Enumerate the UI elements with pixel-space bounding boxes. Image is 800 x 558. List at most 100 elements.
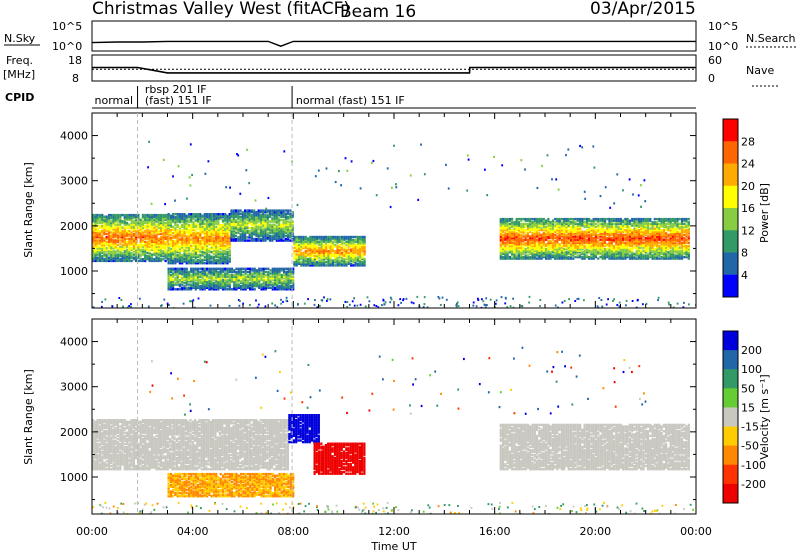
- power-pixel: [647, 235, 649, 237]
- power-pixel: [177, 224, 179, 226]
- power-pixel: [240, 209, 242, 211]
- power-pixel: [631, 218, 633, 220]
- power-pixel: [629, 220, 631, 222]
- power-pixel: [611, 237, 613, 239]
- power-pixel: [213, 256, 215, 258]
- power-pixel: [287, 216, 289, 218]
- power-pixel: [246, 230, 248, 232]
- power-pixel: [170, 237, 172, 239]
- power-pixel: [330, 245, 332, 247]
- power-pixel: [246, 209, 248, 211]
- power-pixel: [279, 268, 281, 270]
- power-pixel: [181, 268, 183, 270]
- power-pixel: [245, 276, 247, 278]
- power-pixel: [174, 268, 176, 270]
- power-pixel: [293, 256, 295, 258]
- power-pixel: [536, 243, 538, 245]
- power-pixel: [500, 243, 502, 245]
- power-pixel: [511, 218, 513, 220]
- power-pixel: [348, 236, 350, 238]
- power-pixel: [133, 257, 135, 259]
- power-pixel: [170, 215, 172, 217]
- power-pixel: [124, 214, 126, 216]
- power-pixel: [631, 229, 633, 231]
- power-pixel: [622, 234, 624, 236]
- power-pixel: [318, 236, 320, 238]
- power-pixel: [636, 257, 638, 259]
- power-pixel: [172, 272, 174, 274]
- power-pixel: [258, 209, 260, 211]
- power-pixel: [590, 220, 592, 222]
- power-pixel: [525, 248, 527, 250]
- power-pixel: [355, 255, 357, 257]
- power-pixel: [561, 245, 563, 247]
- power-pixel: [339, 236, 341, 238]
- power-pixel: [509, 223, 511, 225]
- power-pixel: [244, 220, 246, 222]
- power-pixel: [244, 209, 246, 211]
- power-pixel: [318, 247, 320, 249]
- power-pixel: [213, 237, 215, 239]
- power-pixel: [325, 264, 327, 266]
- power-pixel: [222, 274, 224, 276]
- freq-right-tick-bottom: 0: [708, 72, 715, 85]
- power-pixel: [188, 271, 190, 273]
- power-pixel: [103, 238, 105, 240]
- power-pixel: [538, 218, 540, 220]
- power-pixel: [561, 221, 563, 223]
- power-pixel: [520, 223, 522, 225]
- power-pixel: [314, 236, 316, 238]
- power-pixel: [525, 229, 527, 231]
- power-pixel: [613, 245, 615, 247]
- power-pixel: [202, 215, 204, 217]
- power-pixel: [106, 233, 108, 235]
- power-pixel: [240, 280, 242, 282]
- power-pixel: [195, 268, 197, 270]
- power-pixel: [235, 209, 237, 211]
- power-pixel: [240, 233, 242, 235]
- power-pixel: [525, 254, 527, 256]
- power-pixel: [504, 232, 506, 234]
- power-pixel: [165, 260, 167, 262]
- power-pixel: [117, 234, 119, 236]
- power-pixel: [638, 246, 640, 248]
- power-pixel: [242, 268, 244, 270]
- power-pixel: [588, 250, 590, 252]
- power-pixel: [99, 246, 101, 248]
- power-pixel: [265, 271, 267, 273]
- power-pixel: [271, 235, 273, 237]
- power-pixel: [110, 234, 112, 236]
- cpid-label: CPID: [5, 91, 34, 104]
- power-pixel: [355, 244, 357, 246]
- power-pixel: [179, 230, 181, 232]
- power-pixel: [177, 288, 179, 290]
- power-pixel: [179, 276, 181, 278]
- power-pixel: [101, 225, 103, 227]
- power-pixel: [332, 236, 334, 238]
- power-pixel: [195, 229, 197, 231]
- power-pixel: [536, 218, 538, 220]
- power-pixel: [162, 214, 164, 216]
- power-pixel: [579, 254, 581, 256]
- power-pixel: [527, 223, 529, 225]
- power-pixel: [597, 257, 599, 259]
- power-pixel: [97, 228, 99, 230]
- power-pixel: [572, 257, 574, 259]
- power-pixel: [527, 239, 529, 241]
- cpid-segment-label: normal: [95, 94, 134, 107]
- power-pixel: [115, 214, 117, 216]
- power-pixel: [267, 232, 269, 234]
- power-pixel: [208, 213, 210, 215]
- power-pixel: [140, 219, 142, 221]
- power-pixel: [518, 221, 520, 223]
- power-pixel: [101, 255, 103, 257]
- power-pixel: [229, 257, 231, 259]
- power-pixel: [202, 237, 204, 239]
- power-pixel: [235, 232, 237, 234]
- power-pixel: [357, 263, 359, 265]
- power-pixel: [513, 221, 515, 223]
- power-pixel: [160, 258, 162, 260]
- power-pixel: [522, 246, 524, 248]
- power-pixel: [215, 268, 217, 270]
- power-pixel: [613, 226, 615, 228]
